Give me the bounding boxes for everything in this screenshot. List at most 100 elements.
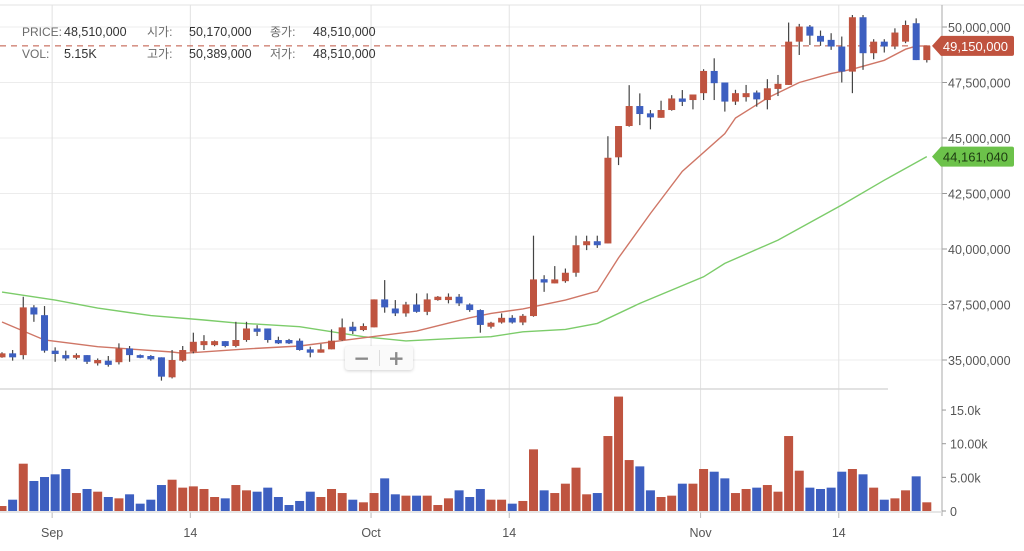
candle-body (530, 279, 537, 317)
volume-bar (730, 493, 740, 511)
volume-bar (348, 499, 358, 511)
candle-body (859, 17, 867, 54)
volume-bar (688, 483, 698, 511)
candle (402, 301, 410, 317)
current-price-tag-text: 49,150,000 (943, 39, 1008, 54)
candle (381, 280, 389, 313)
candle (338, 318, 346, 341)
candle (189, 332, 197, 354)
volume-bar (422, 495, 432, 511)
volume-bar (901, 490, 911, 511)
zoom-controls: − + (345, 346, 413, 370)
candle (615, 126, 623, 166)
volume-tick-label: 15.0k (950, 404, 981, 418)
candle-body (902, 25, 910, 42)
zoom-in-button[interactable]: + (387, 346, 405, 370)
candle-body (306, 349, 314, 353)
candle (413, 293, 421, 313)
volume-bar (858, 474, 868, 511)
candle (136, 354, 144, 359)
volume-bar (231, 485, 241, 511)
volume-bar (709, 471, 719, 511)
price-tick-label: 35,000,000 (948, 354, 1011, 368)
price-tick-label: 40,000,000 (948, 243, 1011, 257)
candle-body (827, 39, 835, 47)
volume-bar (327, 488, 337, 511)
moving-average-tag: 44,161,040 (932, 146, 1014, 167)
candle (838, 36, 846, 83)
zoom-out-button[interactable]: − (353, 346, 371, 370)
candle (806, 25, 814, 45)
candle (742, 84, 750, 102)
candle-body (817, 35, 825, 42)
candle-body (561, 272, 569, 282)
candle-body (583, 241, 591, 246)
volume-bar (475, 488, 485, 511)
candle (19, 296, 27, 360)
volume-bar (82, 488, 92, 511)
volume-bar (305, 491, 315, 511)
candle (508, 315, 516, 324)
candle-body (211, 341, 219, 346)
low-value: 48,510,000 (313, 47, 376, 61)
candle (147, 355, 155, 361)
candle (817, 30, 825, 46)
candle (444, 293, 452, 304)
candle-body (328, 340, 336, 350)
candle-body (179, 350, 187, 361)
candles (0, 15, 931, 381)
candle-body (264, 328, 272, 341)
candle (870, 39, 878, 60)
volume-bar (18, 463, 28, 511)
volume-bar (369, 493, 379, 511)
candle (678, 90, 686, 107)
candle (94, 358, 102, 366)
candle-body (763, 88, 771, 101)
volume-bar (284, 505, 294, 511)
candle (774, 74, 782, 97)
date-tick-label: Nov (689, 526, 712, 540)
candle-body (731, 93, 739, 102)
candle (700, 69, 708, 101)
candle-body (923, 45, 931, 61)
candle-body (689, 94, 697, 101)
ma-long-line (1, 155, 928, 342)
candle-body (508, 317, 516, 323)
volume-bar (656, 497, 666, 511)
candle-body (646, 113, 654, 118)
candle-body (870, 41, 878, 54)
candle-body (753, 92, 761, 100)
volume-bar (497, 499, 507, 511)
candle (689, 94, 697, 110)
candle-body (774, 83, 782, 89)
candle (126, 346, 134, 362)
candle (349, 321, 357, 335)
candle-body (104, 360, 112, 365)
candle-body (30, 307, 38, 315)
candle-body (136, 355, 144, 358)
volume-bar (443, 498, 453, 511)
candle-body (232, 340, 240, 347)
volume-bar (667, 495, 677, 511)
candle-body (795, 26, 803, 42)
volume-tick-label: 0 (950, 505, 957, 519)
volume-bar (890, 498, 900, 511)
grid-lines (0, 4, 1024, 512)
volume-bar (582, 494, 592, 511)
volume-bar (624, 460, 634, 511)
candle-body (487, 322, 495, 327)
candle-body (710, 70, 718, 84)
volume-bar (847, 469, 857, 511)
candle (710, 58, 718, 101)
ohlc-header: PRICE: 48,510,000 시가: 50,170,000 종가: 48,… (22, 25, 376, 61)
volume-bar (720, 478, 730, 511)
volume-bar (465, 497, 475, 511)
candle (455, 294, 463, 307)
volume-bar (869, 487, 879, 511)
candle-body (126, 348, 134, 356)
candle-body (157, 357, 165, 377)
volume-bar (879, 499, 889, 511)
volume-bar (550, 493, 560, 511)
volume-bar (337, 493, 347, 511)
